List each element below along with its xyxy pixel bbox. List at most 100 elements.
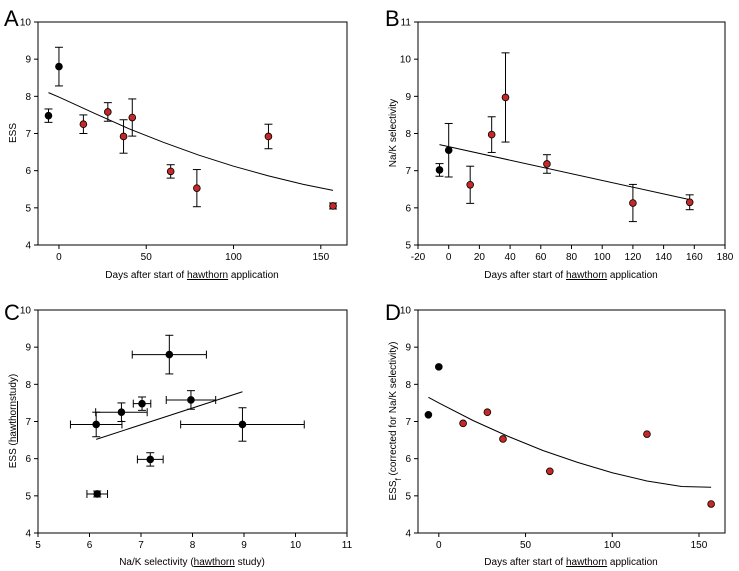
point-marker — [238, 420, 247, 429]
data-point — [444, 122, 453, 178]
point-marker — [128, 113, 137, 122]
point-marker — [435, 363, 443, 371]
point-marker — [119, 132, 128, 141]
y-tick-label: 9 — [405, 343, 411, 354]
data-point — [54, 46, 63, 87]
data-point — [165, 390, 217, 410]
y-tick-label: 10 — [20, 306, 32, 317]
x-tick-label: 140 — [655, 252, 672, 263]
point-marker — [466, 180, 474, 189]
fit-line — [96, 391, 243, 440]
point-marker — [629, 199, 637, 207]
panel-d: D 0 50 100 150 4 5 6 7 8 9 10 Days after start of ha… — [385, 300, 726, 568]
data-point — [131, 334, 207, 375]
point-marker — [55, 62, 63, 71]
point-marker — [187, 396, 195, 404]
fit-line — [428, 396, 712, 488]
x-axis-label-part3: application — [228, 270, 279, 281]
y-tick-label: 8 — [405, 129, 411, 140]
data-point — [103, 102, 112, 122]
data-point — [95, 402, 148, 422]
point-marker — [138, 399, 146, 408]
x-tick-label: 160 — [686, 252, 703, 263]
point-marker — [459, 419, 467, 428]
y-axis-label-underlined: hawthorn — [8, 401, 19, 442]
y-tick-label: 8 — [25, 380, 31, 391]
panel-a: A 0 50 100 150 4 5 6 7 8 9 10 Days after start of ha… — [4, 6, 348, 281]
panel-letter: C — [4, 300, 20, 325]
x-tick-label: 8 — [190, 540, 196, 551]
panel-letter: B — [385, 6, 400, 31]
y-axis-label-part3: (corrected for Na/K selectivity) — [388, 342, 399, 479]
x-axis-label-underlined: hawthorn — [194, 557, 235, 568]
x-tick-label: 10 — [290, 540, 302, 551]
data-point — [542, 154, 551, 174]
x-tick-label: 180 — [717, 252, 734, 263]
x-axis-label-part3: application — [607, 557, 658, 568]
x-tick-label: 150 — [312, 252, 329, 263]
data-point — [86, 489, 109, 498]
y-tick-label: 9 — [25, 343, 31, 354]
point-marker — [329, 202, 337, 210]
y-axis-label-part1: ESS — [388, 480, 399, 500]
point-marker — [487, 130, 496, 139]
y-tick-label: 8 — [405, 380, 411, 391]
y-tick-label: 11 — [401, 18, 412, 29]
data-point — [69, 411, 123, 438]
point-marker — [79, 120, 88, 129]
data-point — [499, 435, 507, 443]
y-axis-label: ESS (hawthornstudy) — [8, 374, 19, 469]
y-axis-label-part1: Na/K selectivity — [388, 99, 399, 167]
point-marker — [685, 198, 694, 207]
point-marker — [444, 146, 453, 155]
x-tick-label: 100 — [594, 252, 611, 263]
data-point — [685, 194, 694, 211]
point-marker — [165, 350, 174, 359]
y-tick-label: 8 — [25, 92, 31, 103]
y-axis-label-part3: study) — [8, 374, 19, 401]
y-tick-label: 4 — [25, 241, 31, 252]
x-axis-label: Days after start of hawthorn application — [484, 557, 657, 568]
x-tick-label: 100 — [225, 252, 242, 263]
x-axis-label-part1: Na/K selectivity ( — [119, 557, 194, 568]
x-axis-label: Days after start of hawthorn application — [105, 270, 278, 281]
data-point — [180, 407, 305, 442]
y-axis-label: Na/K selectivity — [388, 99, 399, 167]
x-tick-label: 50 — [520, 540, 532, 551]
x-axis-label-part1: Days after start of — [484, 557, 566, 568]
y-tick-label: 5 — [25, 203, 31, 214]
point-marker — [643, 430, 651, 438]
data-point — [192, 169, 201, 208]
point-marker — [707, 500, 715, 508]
fit-line — [48, 92, 334, 191]
x-tick-label: 150 — [691, 540, 708, 551]
x-tick-label: 6 — [87, 540, 93, 551]
point-marker — [193, 184, 201, 192]
x-axis-label: Na/K selectivity (hawthorn study) — [119, 557, 265, 568]
y-tick-label: 7 — [25, 417, 31, 428]
x-tick-label: 80 — [566, 252, 578, 263]
data-point — [459, 419, 467, 428]
point-marker — [104, 108, 112, 116]
y-tick-label: 4 — [405, 529, 411, 540]
point-marker — [264, 132, 273, 141]
x-tick-label: 5 — [35, 540, 41, 551]
point-marker — [501, 93, 510, 102]
y-axis-label-part1: ESS — [8, 123, 19, 143]
x-tick-label: 20 — [474, 252, 486, 263]
y-tick-label: 6 — [25, 166, 31, 177]
data-point — [643, 430, 651, 438]
x-axis-label-part1: Days after start of — [484, 270, 566, 281]
x-axis-label: Days after start of hawthorn application — [484, 270, 657, 281]
x-axis-label-underlined: hawthorn — [187, 270, 228, 281]
y-tick-label: 4 — [25, 529, 31, 540]
y-tick-label: 9 — [25, 55, 31, 66]
x-tick-label: 0 — [56, 252, 62, 263]
data-point — [79, 114, 88, 134]
x-tick-label: 120 — [625, 252, 642, 263]
y-axis-label: ESS — [8, 123, 19, 143]
data-point — [707, 500, 715, 508]
x-axis-label-part3: study) — [235, 557, 265, 568]
